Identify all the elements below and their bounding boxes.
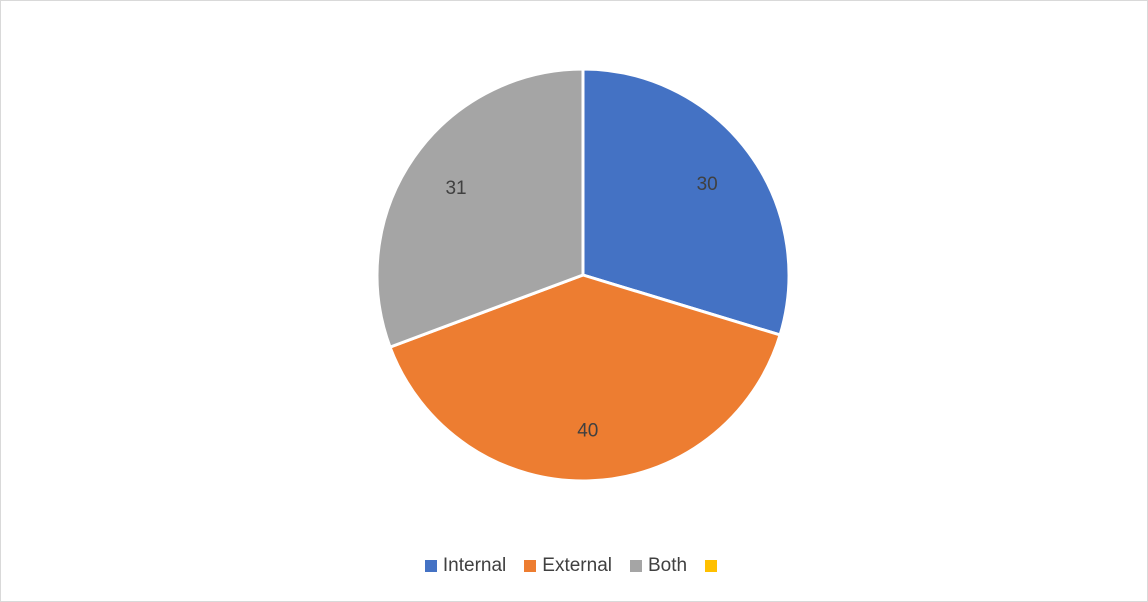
- legend-swatch-external: [524, 560, 537, 572]
- data-label-external: 40: [577, 420, 598, 441]
- legend-swatch-empty: [705, 560, 718, 572]
- data-label-both: 31: [445, 178, 466, 199]
- legend-label-internal: Internal: [442, 555, 507, 576]
- legend-label-both: Both: [647, 555, 688, 576]
- pie-data-labels: 30 40 31: [445, 174, 717, 441]
- pie-slices: [375, 67, 791, 483]
- legend-item-empty: [705, 560, 723, 572]
- chart-legend: Internal External Both: [0, 555, 1148, 577]
- legend-item-both: Both: [629, 555, 688, 577]
- legend-swatch-internal: [424, 560, 437, 572]
- legend-item-internal: Internal: [424, 555, 507, 577]
- pie-slice-both: [375, 67, 585, 349]
- legend-item-external: External: [524, 555, 612, 577]
- legend-swatch-both: [629, 560, 642, 572]
- pie-slice-internal: [581, 67, 791, 337]
- pie-slice-external: [388, 273, 782, 483]
- data-label-internal: 30: [697, 174, 718, 195]
- legend-label-external: External: [542, 555, 612, 576]
